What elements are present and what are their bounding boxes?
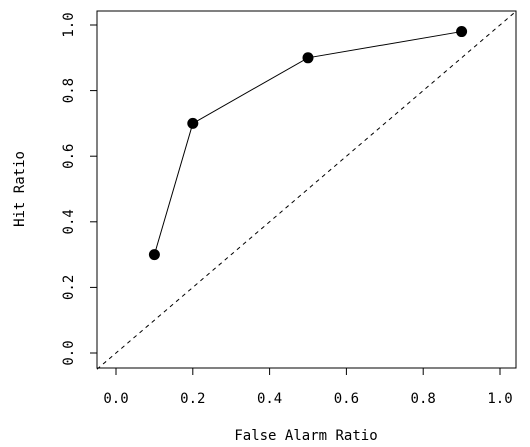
x-axis: 0.0 0.2 0.4 0.6 0.8 1.0 — [103, 367, 513, 407]
y-tick-label: 0.4 — [61, 209, 77, 234]
x-tick-label: 0.6 — [334, 391, 359, 407]
series-line — [153, 31, 462, 255]
x-tick-label: 1.0 — [487, 391, 512, 407]
y-tick-label: 0.0 — [61, 340, 77, 365]
plot-frame — [96, 10, 517, 369]
y-axis: 0.0 0.2 0.4 0.6 0.8 1.0 — [61, 12, 98, 366]
y-tick-label: 0.2 — [61, 275, 77, 300]
y-axis-label: Hit Ratio — [12, 151, 28, 227]
reference-line-layer — [96, 10, 517, 370]
data-point — [302, 52, 314, 64]
series-layer — [148, 26, 468, 261]
x-axis-label: False Alarm Ratio — [234, 428, 377, 444]
data-point — [187, 117, 199, 129]
reference-diagonal-line — [96, 10, 517, 370]
x-tick-label: 0.0 — [103, 391, 128, 407]
y-tick-label: 0.6 — [61, 144, 77, 169]
x-tick-label: 0.2 — [180, 391, 205, 407]
y-tick-label: 0.8 — [61, 78, 77, 103]
data-point — [456, 26, 468, 38]
x-tick-label: 0.4 — [257, 391, 282, 407]
data-point — [148, 249, 160, 261]
x-tick-label: 0.8 — [411, 391, 436, 407]
y-tick-label: 1.0 — [61, 12, 77, 37]
